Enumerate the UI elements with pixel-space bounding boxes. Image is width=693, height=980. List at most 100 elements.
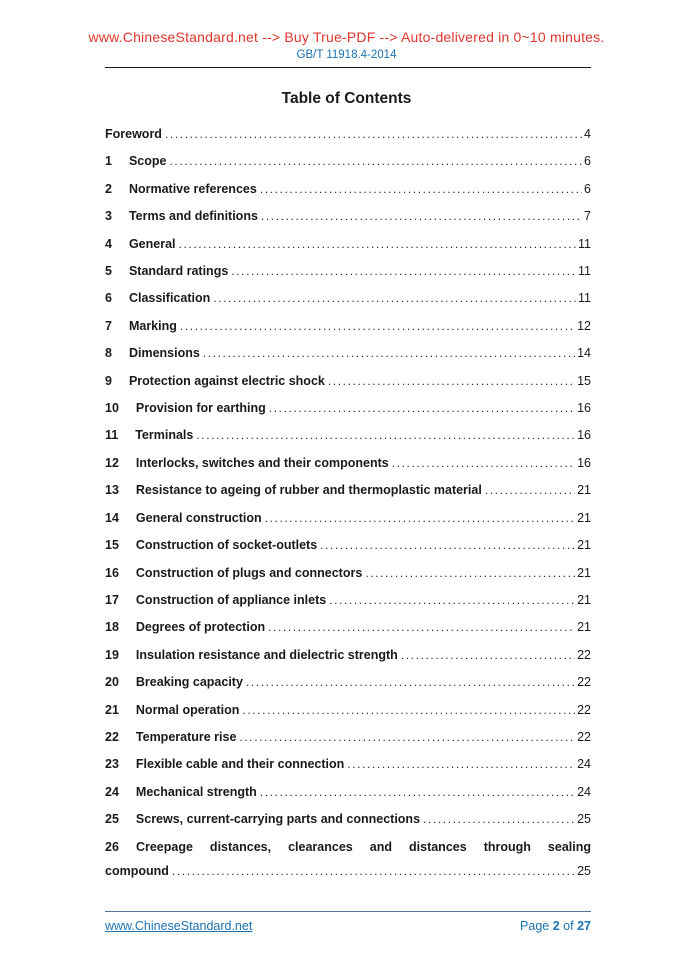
toc-entry: 25 Screws, current-carrying parts and con…: [105, 806, 591, 833]
dot-leader: [239, 724, 575, 751]
toc-entry: 4 General 11: [105, 231, 591, 258]
toc-entry-page-number: 16: [577, 401, 591, 416]
toc-entry: 7 Marking 12: [105, 313, 591, 340]
toc-entry: 13 Resistance to ageing of rubber and the…: [105, 477, 591, 504]
toc-entry-number: 19: [105, 647, 119, 662]
toc-entry-number: 5: [105, 264, 112, 279]
dot-leader: [203, 340, 575, 367]
dot-leader: [180, 313, 575, 340]
of-word: of: [563, 919, 574, 933]
toc-entry-title: General: [128, 236, 176, 251]
toc-entry-page-number: 11: [578, 264, 591, 279]
dot-leader: [196, 422, 575, 449]
toc-entry: 19 Insulation resistance and dielectric s…: [105, 642, 591, 669]
toc-entry-number: 12: [105, 455, 119, 470]
toc-entry-title: Terms and definitions: [128, 209, 258, 224]
toc-entry-number: 10: [105, 401, 119, 416]
header-divider: [105, 67, 591, 68]
toc-entry-number: 21: [105, 702, 119, 717]
dot-leader: [365, 560, 575, 587]
dot-leader: [265, 505, 575, 532]
toc-entry-number: 7: [105, 318, 112, 333]
toc-entry-number: 13: [105, 483, 119, 498]
toc-entry-title: Degrees of protection: [135, 620, 266, 635]
page-word: Page: [520, 919, 550, 933]
toc-entry-title: Temperature rise: [135, 729, 237, 744]
dot-leader: [320, 532, 575, 559]
dot-leader: [172, 861, 575, 882]
dot-leader: [485, 477, 575, 504]
toc-entry-title: Normal operation: [135, 702, 240, 717]
dot-leader: [401, 642, 575, 669]
toc-entry-number: 17: [105, 592, 119, 607]
toc-entry-title: Scope: [128, 154, 167, 169]
toc-entry: 9 Protection against electric shock 15: [105, 368, 591, 395]
toc-entry: 6 Classification 11: [105, 285, 591, 312]
toc-entry-title: Breaking capacity: [135, 675, 243, 690]
dot-leader: [261, 203, 582, 230]
toc-entry-number: 16: [105, 565, 119, 580]
toc-entry: 21 Normal operation 22: [105, 697, 591, 724]
toc-entry-number: 25: [105, 812, 119, 827]
toc-entry-title: Construction of plugs and connectors: [135, 565, 363, 580]
dot-leader: [242, 697, 575, 724]
toc-entry: 11 Terminals 16: [105, 422, 591, 449]
toc-entry-number: 4: [105, 236, 112, 251]
toc-entry-title: Provision for earthing: [135, 401, 266, 416]
toc-entry: 3 Terms and definitions 7: [105, 203, 591, 230]
toc-entry-title: Screws, current-carrying parts and conne…: [135, 812, 421, 827]
dot-leader: [423, 806, 575, 833]
toc-entry-title: Standard ratings: [128, 264, 229, 279]
toc-entry-number: 1: [105, 154, 112, 169]
toc-entry-number: 24: [105, 784, 119, 799]
toc-entry-page-number: 21: [577, 538, 591, 553]
toc-entry: 16 Construction of plugs and connectors 21: [105, 560, 591, 587]
toc-entry-number: 3: [105, 209, 112, 224]
dot-leader: [246, 669, 575, 696]
toc-entry-page-number: 16: [577, 428, 591, 443]
dot-leader: [329, 587, 575, 614]
total-pages: 27: [577, 919, 591, 933]
toc-entry-number: 22: [105, 729, 119, 744]
current-page-number: 2: [552, 919, 560, 933]
toc-entry-title: General construction: [135, 510, 262, 525]
toc-entry-number: 8: [105, 346, 112, 361]
toc-entry: 18 Degrees of protection 21: [105, 614, 591, 641]
toc-entry-page-number: 21: [577, 592, 591, 607]
toc-entry-page-number: 12: [577, 318, 591, 333]
toc-entry: 1 Scope 6: [105, 148, 591, 175]
toc-entry: 23 Flexible cable and their connection 24: [105, 751, 591, 778]
toc-entry-page-number: 16: [577, 455, 591, 470]
toc-entry: 24 Mechanical strength 24: [105, 779, 591, 806]
toc-entry-page-number: 21: [577, 565, 591, 580]
dot-leader: [165, 121, 582, 148]
page-footer: www.ChineseStandard.net Page 2 of 27: [105, 911, 591, 933]
toc-entry: 14 General construction 21: [105, 505, 591, 532]
toc-entry-page-number: 7: [584, 209, 591, 224]
toc-entry-title: Marking: [128, 318, 177, 333]
toc-entry-title: Insulation resistance and dielectric str…: [135, 647, 398, 662]
toc-entry-title: Dimensions: [128, 346, 200, 361]
dot-leader: [179, 231, 577, 258]
toc-entry-page-number: 11: [578, 291, 591, 306]
toc-entry: 2 Normative references 6: [105, 176, 591, 203]
toc-entry: 22 Temperature rise 22: [105, 724, 591, 751]
dot-leader: [260, 176, 582, 203]
toc-entry: Foreword 4: [105, 121, 591, 148]
dot-leader: [260, 779, 575, 806]
toc-entry-page-number: 6: [584, 154, 591, 169]
site-link[interactable]: www.ChineseStandard.net: [105, 919, 253, 933]
toc-entry-title: Creepage distances, clearances and dista…: [135, 839, 591, 854]
toc-entry-number: 15: [105, 538, 119, 553]
toc-entry: 12 Interlocks, switches and their compone…: [105, 450, 591, 477]
toc-entry-title: Foreword: [105, 127, 162, 141]
toc-entry-number: 2: [105, 181, 112, 196]
toc-entry-page-number: 15: [577, 373, 591, 388]
toc-entry-title: Flexible cable and their connection: [135, 757, 345, 772]
toc-entry-title: Terminals: [135, 428, 194, 443]
dot-leader: [213, 285, 576, 312]
page-title: Table of Contents: [281, 90, 412, 107]
toc-entry-line1: 26 Creepage distances, clearances and di…: [105, 834, 591, 861]
toc-entry-page-number: 24: [577, 757, 591, 772]
table-of-contents: Foreword 4 1 Scope 6 2 Normative references 6 3 T…: [105, 121, 591, 881]
